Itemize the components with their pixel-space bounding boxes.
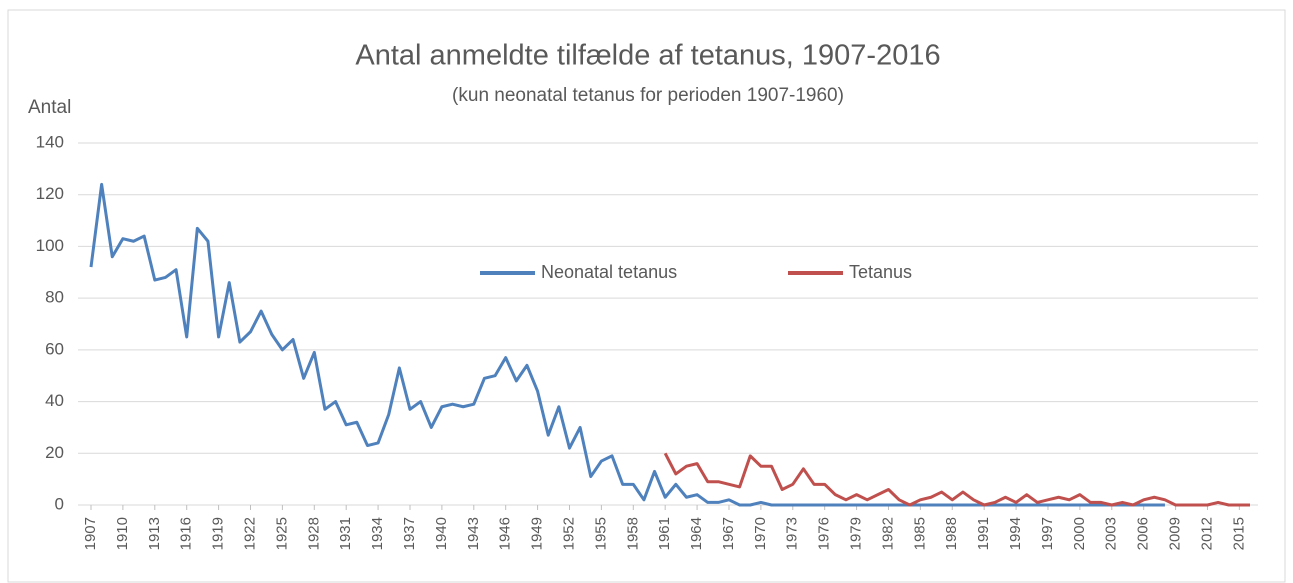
- x-tick-label: 1952: [560, 517, 577, 550]
- y-tick-label: 100: [36, 236, 64, 255]
- x-tick-label: 1931: [337, 517, 354, 550]
- legend-label: Tetanus: [849, 262, 912, 282]
- x-tick-label: 1949: [529, 517, 546, 550]
- x-tick-label: 1991: [975, 517, 992, 550]
- x-tick-label: 2003: [1103, 517, 1120, 550]
- y-tick-label: 20: [45, 443, 64, 462]
- x-tick-label: 1925: [273, 517, 290, 550]
- x-tick-label: 2015: [1230, 517, 1247, 550]
- y-tick-label: 60: [45, 339, 64, 358]
- x-tick-label: 1973: [784, 517, 801, 550]
- x-tick-label: 1916: [178, 517, 195, 550]
- x-tick-label: 2009: [1167, 517, 1184, 550]
- x-tick-label: 2006: [1135, 517, 1152, 550]
- x-tick-label: 1994: [1007, 517, 1024, 550]
- y-tick-label: 140: [36, 132, 64, 151]
- x-tick-label: 1988: [943, 517, 960, 550]
- chart-title: Antal anmeldte tilfælde af tetanus, 1907…: [355, 40, 940, 72]
- x-tick-label: 1940: [433, 517, 450, 550]
- x-tick-label: 1913: [146, 517, 163, 550]
- x-tick-label: 1910: [114, 517, 131, 550]
- y-tick-label: 0: [55, 494, 64, 513]
- x-tick-label: 1967: [720, 517, 737, 550]
- y-axis-label: Antal: [28, 97, 71, 118]
- x-tick-label: 1985: [911, 517, 928, 550]
- y-tick-label: 120: [36, 184, 64, 203]
- x-tick-label: 2000: [1071, 517, 1088, 550]
- chart-border: [7, 9, 1286, 583]
- x-tick-label: 1982: [879, 517, 896, 550]
- x-tick-label: 1955: [592, 517, 609, 550]
- x-tick-label: 1961: [656, 517, 673, 550]
- x-tick-label: 1979: [848, 517, 865, 550]
- x-tick-label: 1964: [688, 517, 705, 550]
- data-line: [663, 452, 1250, 507]
- x-tick-label: 1946: [497, 517, 514, 550]
- x-tick-label: 1997: [1039, 517, 1056, 550]
- x-tick-label: 1970: [752, 517, 769, 550]
- x-tick-label: 1934: [369, 517, 386, 550]
- x-tick-label: 1928: [305, 517, 322, 550]
- y-tick-label: 80: [45, 288, 64, 307]
- x-tick-label: 1907: [82, 517, 99, 550]
- x-tick-label: 1958: [624, 517, 641, 550]
- chart-subtitle: (kun neonatal tetanus for perioden 1907-…: [452, 85, 844, 106]
- x-tick-label: 1922: [241, 517, 258, 550]
- x-tick-label: 1919: [210, 517, 227, 550]
- x-tick-label: 2012: [1198, 517, 1215, 550]
- x-tick-label: 1943: [465, 517, 482, 550]
- legend-label: Neonatal tetanus: [541, 262, 677, 282]
- y-tick-label: 40: [45, 391, 64, 410]
- x-tick-label: 1976: [816, 517, 833, 550]
- x-tick-label: 1937: [401, 517, 418, 550]
